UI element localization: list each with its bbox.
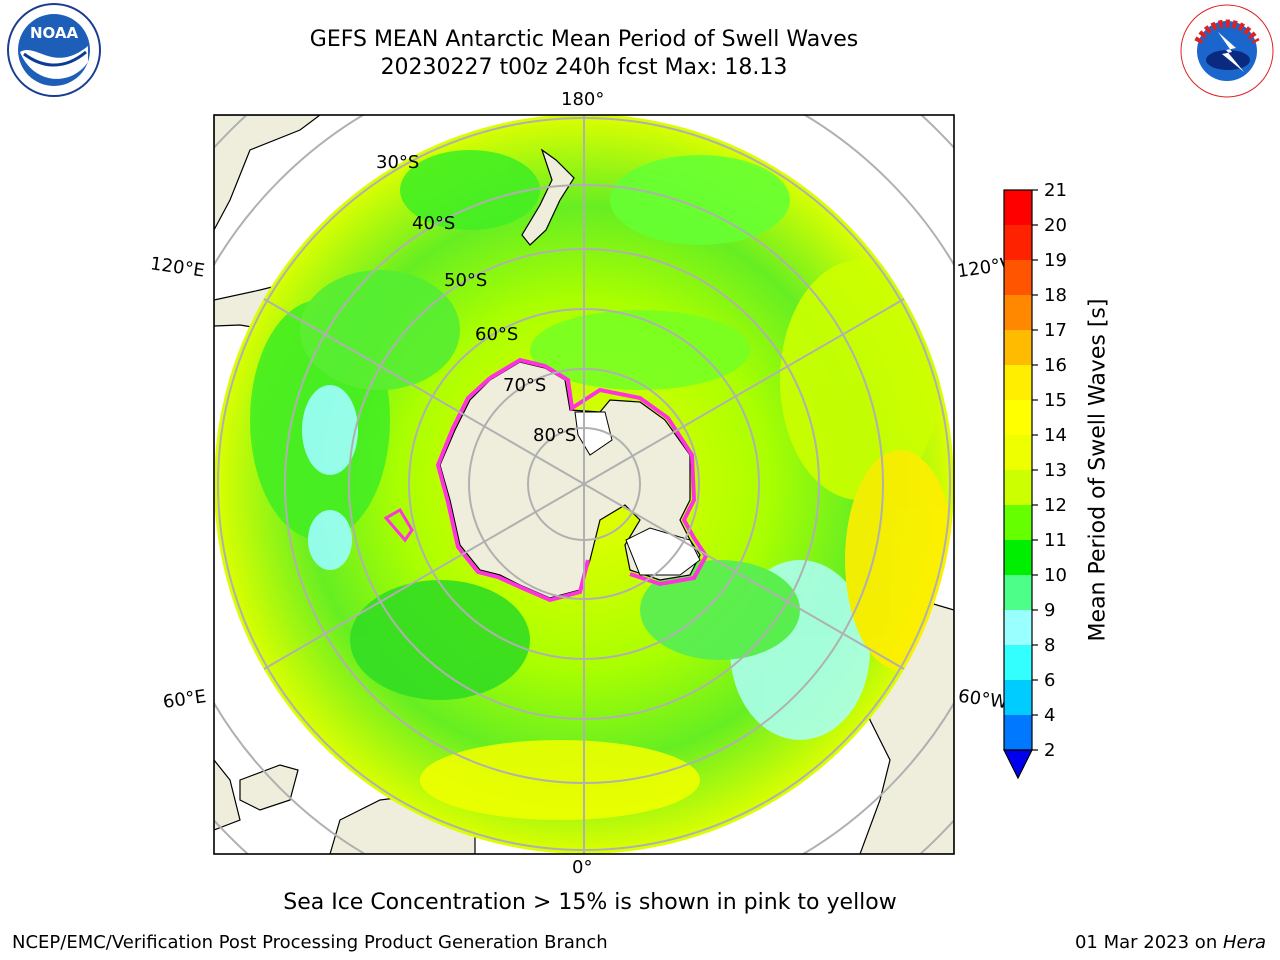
- lon-label-0: 0°: [572, 857, 593, 878]
- colorbar-block: [1004, 715, 1032, 750]
- colorbar-block: [1004, 680, 1032, 715]
- colorbar-label: Mean Period of Swell Waves [s]: [1085, 298, 1111, 642]
- colorbar-block: [1004, 540, 1032, 575]
- colorbar-tick-label: 8: [1044, 635, 1055, 656]
- colorbar: 2 4 6 8 9 10 11 12 13 14 15 16 17 18 19 20 21: [1003, 180, 1067, 780]
- lat-label-40s: 40°S: [412, 213, 456, 234]
- colorbar-tick-label: 20: [1044, 215, 1067, 236]
- lat-label-60s: 60°S: [475, 324, 519, 345]
- colorbar-tick-label: 2: [1044, 740, 1055, 761]
- noaa-logo-icon: NOAA: [7, 3, 101, 97]
- colorbar-block: [1004, 435, 1032, 470]
- nws-logo-icon: [1180, 4, 1274, 98]
- colorbar-tick-label: 15: [1044, 390, 1067, 411]
- lat-label-80s: 80°S: [533, 425, 577, 446]
- lat-label-50s: 50°S: [444, 270, 488, 291]
- land-madagascar: [239, 764, 299, 811]
- colorbar-tick-label: 16: [1044, 355, 1067, 376]
- colorbar-tick-label: 4: [1044, 705, 1055, 726]
- chart-title: GEFS MEAN Antarctic Mean Period of Swell…: [309, 27, 859, 52]
- colorbar-tick-label: 12: [1044, 495, 1067, 516]
- colorbar-tick-label: 9: [1044, 600, 1055, 621]
- colorbar-block: [1004, 470, 1032, 505]
- colorbar-block: [1004, 610, 1032, 645]
- lat-label-30s: 30°S: [376, 152, 420, 173]
- land-new-zealand: [521, 148, 575, 246]
- colorbar-block: [1004, 645, 1032, 680]
- colorbar-tick-label: 6: [1044, 670, 1055, 691]
- footer-host: Hera: [1222, 932, 1266, 953]
- land-australia: [214, 115, 321, 231]
- footer-credit: NCEP/EMC/Verification Post Processing Pr…: [12, 932, 608, 953]
- noaa-logo-text: NOAA: [30, 24, 79, 42]
- sea-ice-note: Sea Ice Concentration > 15% is shown in …: [283, 890, 897, 915]
- colorbar-tick-label: 11: [1044, 530, 1067, 551]
- chart-subtitle: 20230227 t00z 240h fcst Max: 18.13: [380, 55, 788, 80]
- colorbar-tick-label: 14: [1044, 425, 1067, 446]
- lon-label-180: 180°: [561, 89, 605, 110]
- lat-label-70s: 70°S: [503, 375, 547, 396]
- colorbar-tick-label: 10: [1044, 565, 1067, 586]
- colorbar-tick-label: 17: [1044, 320, 1067, 341]
- colorbar-block: [1004, 365, 1032, 400]
- colorbar-tick-label: 19: [1044, 250, 1067, 271]
- colorbar-block: [1004, 225, 1032, 260]
- colorbar-block: [1004, 260, 1032, 295]
- footer-date: 01 Mar 2023 on Hera: [1075, 932, 1266, 953]
- colorbar-block: [1004, 400, 1032, 435]
- colorbar-tick-label: 13: [1044, 460, 1067, 481]
- colorbar-tick-label: 18: [1044, 285, 1067, 306]
- colorbar-block: [1004, 575, 1032, 610]
- colorbar-tick-label: 21: [1044, 180, 1067, 201]
- colorbar-block: [1004, 505, 1032, 540]
- graticule: [217, 115, 951, 854]
- colorbar-under-arrow: [1003, 749, 1033, 780]
- colorbar-block: [1004, 330, 1032, 365]
- colorbar-block: [1004, 190, 1032, 225]
- footer-date-text: 01 Mar 2023 on: [1074, 932, 1223, 953]
- land-africa-west: [214, 759, 241, 831]
- colorbar-block: [1004, 295, 1032, 330]
